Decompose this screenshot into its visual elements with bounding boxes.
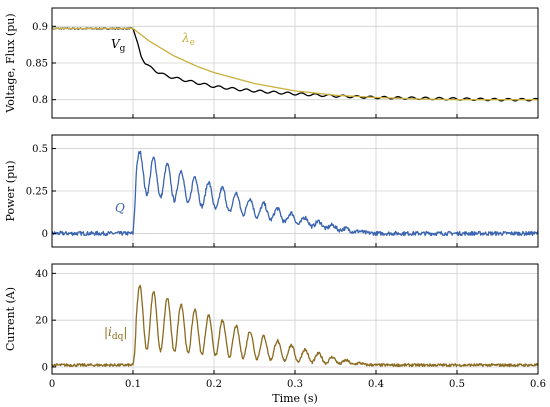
idq-label: |idq| bbox=[104, 325, 127, 342]
x-tick-label: 0.2 bbox=[206, 379, 222, 390]
y-tick-label: 40 bbox=[35, 269, 48, 280]
series-line-2-0 bbox=[51, 284, 539, 368]
current-ylabel: Current (A) bbox=[4, 287, 17, 351]
vg-label: Vg bbox=[111, 37, 126, 54]
x-tick-label: 0.6 bbox=[530, 379, 546, 390]
lambda-e-label: λe bbox=[181, 31, 195, 48]
time-xlabel: Time (s) bbox=[272, 392, 318, 405]
y-tick-label: 0 bbox=[42, 229, 48, 240]
y-tick-label: 0.9 bbox=[32, 22, 48, 33]
current-panel: 0 20 40 0 0.1 0.2 0.3 0.4 0.5 0.6 Current (A) Tim… bbox=[4, 263, 546, 405]
series-line-1-0 bbox=[51, 150, 539, 237]
x-tick-label: 0.1 bbox=[125, 379, 141, 390]
y-tick-label: 0.85 bbox=[26, 59, 48, 70]
y-tick-label: 20 bbox=[35, 316, 48, 327]
x-tick-label: 0.3 bbox=[287, 379, 303, 390]
y-tick-label: 0.8 bbox=[32, 95, 48, 106]
x-tick-label: 0.4 bbox=[368, 379, 384, 390]
x-tick-label: 0 bbox=[49, 379, 55, 390]
power-ylabel: Power (pu) bbox=[4, 161, 17, 222]
voltage-flux-ylabel: Voltage, Flux (pu) bbox=[4, 13, 17, 113]
y-tick-label: 0.25 bbox=[26, 187, 48, 198]
y-tick-label: 0.5 bbox=[32, 144, 48, 155]
y-tick-label: 0 bbox=[42, 362, 48, 373]
voltage-flux-panel: 0.8 0.85 0.9 Voltage, Flux (pu) Vg λe bbox=[4, 7, 539, 119]
x-tick-label: 0.5 bbox=[449, 379, 465, 390]
power-panel: 0 0.25 0.5 Power (pu) Q bbox=[4, 134, 539, 248]
series-line-0-1 bbox=[51, 27, 539, 101]
q-label: Q bbox=[115, 201, 125, 215]
